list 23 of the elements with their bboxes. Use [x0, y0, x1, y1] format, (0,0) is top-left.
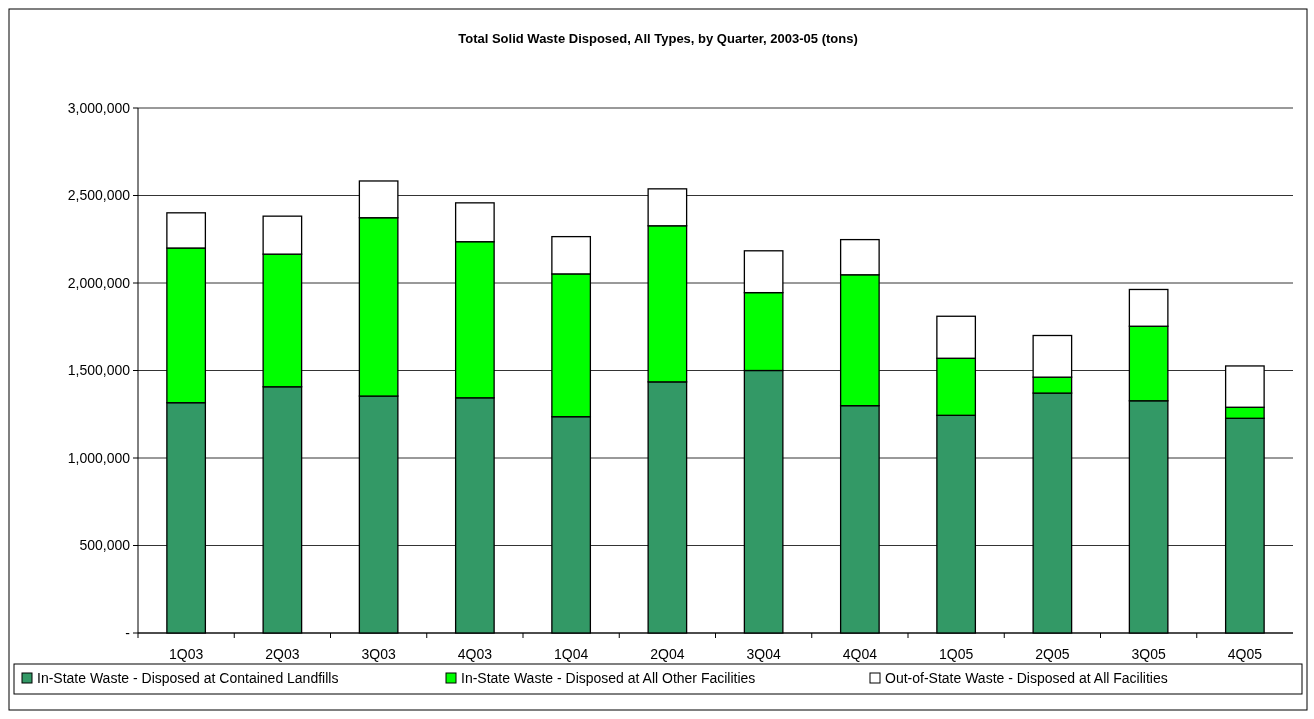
legend-label: In-State Waste - Disposed at All Other Facilities	[461, 670, 756, 686]
y-tick-label: 500,000	[79, 537, 131, 554]
y-tick-label: 2,000,000	[67, 274, 131, 291]
x-tick-label: 4Q05	[1227, 646, 1263, 662]
y-tick-label: -	[125, 624, 131, 641]
legend-label: In-State Waste - Disposed at Contained Landfills	[37, 670, 339, 686]
x-tick-label: 1Q04	[554, 646, 589, 662]
y-tick-label: 3,000,000	[67, 99, 131, 116]
x-tick-label: 4Q03	[457, 646, 493, 662]
y-tick-label: 1,500,000	[67, 362, 131, 379]
x-tick-label: 3Q03	[361, 646, 396, 662]
y-tick-label: 2,500,000	[67, 187, 131, 204]
x-tick-label: 2Q04	[650, 646, 685, 662]
legend-label: Out-of-State Waste - Disposed at All Facilities	[885, 670, 1168, 686]
x-tick-label: 3Q05	[1131, 646, 1166, 662]
y-tick-label: 1,000,000	[67, 449, 131, 466]
x-tick-label: 2Q03	[265, 646, 300, 662]
x-tick-label: 1Q03	[169, 646, 204, 662]
x-tick-label: 1Q05	[939, 646, 974, 662]
x-tick-label: 2Q05	[1035, 646, 1070, 662]
x-tick-label: 4Q04	[842, 646, 878, 662]
chart-title: Total Solid Waste Disposed, All Types, by Quarter, 2003-05 (tons)	[458, 31, 858, 46]
x-tick-label: 3Q04	[746, 646, 781, 662]
